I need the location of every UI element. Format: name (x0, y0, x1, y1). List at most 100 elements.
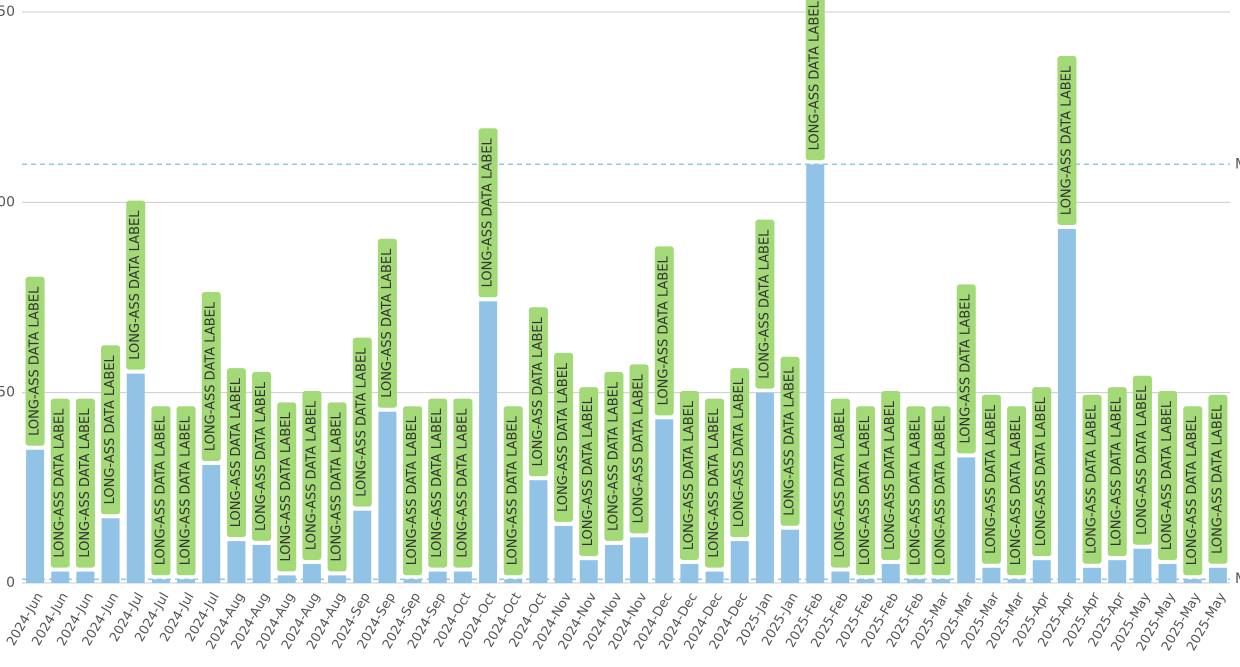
data-label-text: LONG-ASS DATA LABEL (732, 377, 747, 527)
data-label-box (277, 402, 297, 572)
data-label-text: LONG-ASS DATA LABEL (506, 415, 521, 565)
data-label-box (1158, 390, 1178, 560)
data-label-text: LONG-ASS DATA LABEL (984, 404, 999, 554)
data-label: LONG-ASS DATA LABEL (126, 200, 146, 370)
data-label: LONG-ASS DATA LABEL (176, 406, 196, 576)
data-label: LONG-ASS DATA LABEL (478, 128, 498, 298)
data-label-text: LONG-ASS DATA LABEL (657, 255, 672, 405)
data-label-box (730, 368, 750, 538)
data-label-text: LONG-ASS DATA LABEL (330, 412, 345, 562)
data-label: LONG-ASS DATA LABEL (277, 402, 297, 572)
data-label-text: LONG-ASS DATA LABEL (1034, 396, 1049, 546)
reference-label: M (1235, 156, 1240, 172)
bar (453, 571, 472, 583)
bar (177, 579, 196, 583)
data-label: LONG-ASS DATA LABEL (503, 406, 523, 576)
data-label-box (377, 238, 397, 408)
data-label: LONG-ASS DATA LABEL (1132, 375, 1152, 545)
data-label: LONG-ASS DATA LABEL (805, 0, 825, 161)
data-label: LONG-ASS DATA LABEL (327, 402, 347, 572)
data-label: LONG-ASS DATA LABEL (1007, 406, 1027, 576)
data-label: LONG-ASS DATA LABEL (75, 398, 95, 568)
data-label-text: LONG-ASS DATA LABEL (28, 286, 43, 436)
bar (906, 579, 925, 583)
data-label-box (856, 406, 876, 576)
data-label-box (830, 398, 850, 568)
data-label-box (1208, 394, 1228, 564)
bar (403, 579, 422, 583)
data-label-text: LONG-ASS DATA LABEL (1185, 415, 1200, 565)
data-label: LONG-ASS DATA LABEL (856, 406, 876, 576)
data-label-text: LONG-ASS DATA LABEL (481, 137, 496, 287)
data-label: LONG-ASS DATA LABEL (1183, 406, 1203, 576)
bar (1057, 228, 1076, 584)
data-label-box (604, 371, 624, 541)
data-label: LONG-ASS DATA LABEL (428, 398, 448, 568)
data-label: LONG-ASS DATA LABEL (1158, 390, 1178, 560)
data-label: LONG-ASS DATA LABEL (679, 390, 699, 560)
data-label: LONG-ASS DATA LABEL (604, 371, 624, 541)
data-label: LONG-ASS DATA LABEL (780, 356, 800, 526)
data-label-box (705, 398, 725, 568)
data-label-box (50, 398, 70, 568)
data-label-box (554, 352, 574, 522)
bar (831, 571, 850, 583)
data-label-text: LONG-ASS DATA LABEL (204, 301, 219, 451)
data-label: LONG-ASS DATA LABEL (302, 390, 322, 560)
bar (1133, 548, 1152, 583)
data-label: LONG-ASS DATA LABEL (981, 394, 1001, 564)
bar (353, 510, 372, 583)
data-label-text: LONG-ASS DATA LABEL (682, 400, 697, 550)
bar (881, 563, 900, 583)
data-label-text: LONG-ASS DATA LABEL (858, 415, 873, 565)
data-label-box (428, 398, 448, 568)
data-label-box (151, 406, 171, 576)
data-label-box (679, 390, 699, 560)
data-label-box (629, 364, 649, 534)
data-label-text: LONG-ASS DATA LABEL (103, 354, 118, 504)
bar (1158, 563, 1177, 583)
data-label-text: LONG-ASS DATA LABEL (380, 248, 395, 398)
bar (302, 563, 321, 583)
data-label-text: LONG-ASS DATA LABEL (430, 408, 445, 558)
data-label-box (654, 246, 674, 416)
bar (26, 449, 45, 583)
data-label-box (25, 276, 45, 446)
data-label-text: LONG-ASS DATA LABEL (783, 366, 798, 516)
data-label-box (1057, 55, 1077, 225)
data-label: LONG-ASS DATA LABEL (705, 398, 725, 568)
bar (680, 563, 699, 583)
data-label-box (780, 356, 800, 526)
y-tick-label: 0 (6, 575, 15, 591)
data-label-text: LONG-ASS DATA LABEL (1009, 415, 1024, 565)
data-label: LONG-ASS DATA LABEL (25, 276, 45, 446)
data-label-box (1107, 387, 1127, 557)
bar (705, 571, 724, 583)
bar (932, 579, 951, 583)
bar (504, 579, 523, 583)
data-label: LONG-ASS DATA LABEL (453, 398, 473, 568)
data-label-text: LONG-ASS DATA LABEL (229, 377, 244, 527)
bar (1083, 567, 1102, 583)
data-label-box (176, 406, 196, 576)
data-label: LONG-ASS DATA LABEL (830, 398, 850, 568)
bar (76, 571, 95, 583)
data-label-text: LONG-ASS DATA LABEL (531, 316, 546, 466)
reference-label: M (1235, 571, 1240, 587)
bar (529, 480, 548, 583)
data-label-box (881, 390, 901, 560)
data-label-box (352, 337, 372, 507)
bar (227, 541, 246, 583)
bar (781, 529, 800, 583)
bar (1108, 560, 1127, 583)
bar (277, 575, 296, 583)
bar (630, 537, 649, 583)
bar (151, 579, 170, 583)
bar (554, 525, 573, 583)
data-label: LONG-ASS DATA LABEL (1208, 394, 1228, 564)
data-label-text: LONG-ASS DATA LABEL (632, 373, 647, 523)
y-tick-label: 100 (0, 194, 15, 210)
data-label: LONG-ASS DATA LABEL (528, 307, 548, 477)
bar (856, 579, 875, 583)
data-label-box (981, 394, 1001, 564)
